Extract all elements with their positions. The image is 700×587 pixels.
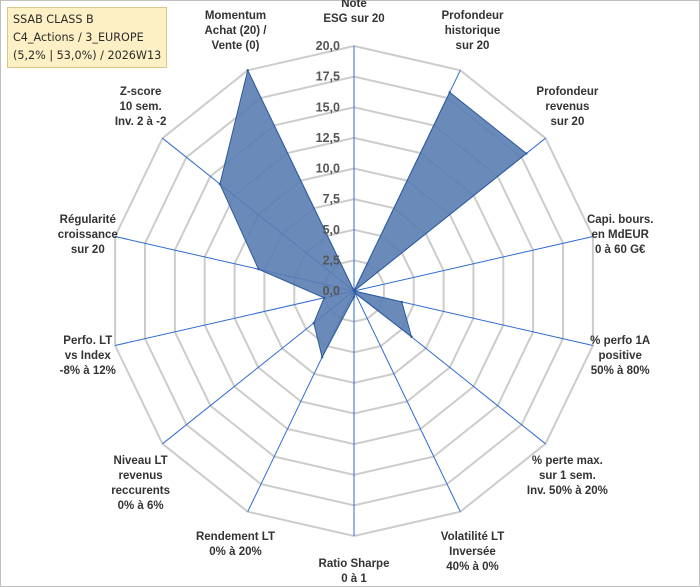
axis-spoke: [353, 290, 461, 512]
axis-label-line: 50% à 80%: [591, 365, 650, 377]
axis-label-line: ESG sur 20: [323, 13, 384, 25]
tick-label: 20,0: [316, 39, 340, 53]
data-point: [246, 69, 249, 72]
axis-label-line: Profondeur: [442, 10, 504, 22]
axis-label: Capi. bours. en MdEUR 0 à 60 G€: [587, 214, 653, 256]
data-point: [353, 292, 357, 295]
axis-label: Momentum Achat (20) / Vente (0): [205, 10, 268, 52]
axis-label-line: Régularité: [60, 214, 116, 226]
tick-label: 15,0: [316, 100, 340, 114]
axis-label: % perfo 1A positive 50% à 80%: [590, 335, 650, 377]
axis-label: Z-score 10 sem. Inv. 2 à -2: [115, 86, 167, 128]
axis-label-line: Inv. 50% à 20%: [527, 485, 608, 497]
axis-label-line: -8% à 12%: [60, 365, 116, 377]
axis-label-line: positive: [598, 350, 641, 362]
data-point: [257, 268, 260, 271]
axis-label-line: historique: [445, 25, 501, 37]
axis-label-line: % perfo 1A: [590, 335, 650, 347]
axis-label-line: Ratio Sharpe: [319, 558, 390, 570]
axis-label-line: Rendement LT: [196, 531, 275, 543]
tick-label: 2,5: [323, 253, 340, 267]
axis-spoke: [114, 290, 355, 346]
data-point: [525, 152, 528, 155]
data-point: [322, 296, 326, 299]
axis-labels: Note ESG sur 20 Profondeur historique sur 20…: [58, 0, 654, 585]
data-point: [352, 289, 356, 293]
info-title: SSAB CLASS B: [13, 13, 94, 26]
data-point: [400, 300, 403, 304]
axis-spoke: [353, 236, 594, 292]
axis-label-line: Inv. 2 à -2: [115, 116, 167, 128]
axis-label-line: 0% à 6%: [118, 500, 164, 512]
axis-label-line: Capi. bours.: [587, 214, 653, 226]
axis-label-line: 40% à 0%: [446, 561, 498, 573]
tick-label: 10,0: [316, 162, 340, 176]
data-point: [448, 91, 451, 94]
tick-label: 12,5: [316, 131, 340, 145]
axis-label-line: en MdEUR: [591, 229, 649, 241]
info-category: C4_Actions / 3_EUROPE: [13, 31, 144, 44]
info-stats: (5,2% | 53,0%) / 2026W13: [13, 49, 162, 62]
axis-label-line: revenus: [545, 101, 589, 113]
radar-series: [218, 68, 528, 359]
data-point: [320, 356, 324, 359]
axis-label-line: Niveau LT: [114, 455, 168, 467]
axis-label: Volatilité LT Inversée 40% à 0%: [441, 531, 504, 573]
axis-label-line: Perfo. LT: [63, 335, 112, 347]
axis-label: Rendement LT 0% à 20%: [196, 531, 275, 558]
axis-label-line: Vente (0): [212, 40, 260, 52]
axis-label-line: revenus: [119, 470, 163, 482]
axis-label-line: sur 1 sem.: [539, 470, 596, 482]
axis-label-line: Achat (20) /: [205, 25, 268, 37]
axis-label: % perte max. sur 1 sem. Inv. 50% à 20%: [527, 455, 608, 497]
axis-label-line: Volatilité LT: [441, 531, 504, 543]
axis-label: Ratio Sharpe 0 à 1: [319, 558, 390, 585]
axis-label-line: 0% à 20%: [209, 546, 261, 558]
axis-label: Perfo. LT vs Index -8% à 12%: [60, 335, 116, 377]
axis-label-line: Momentum: [205, 10, 266, 22]
axis-label-line: Note: [341, 0, 367, 10]
tick-label: 7,5: [323, 192, 340, 206]
axis-label-line: reccurents: [111, 485, 170, 497]
axis-label-line: sur 20: [71, 244, 105, 256]
info-box: SSAB CLASS B C4_Actions / 3_EUROPE (5,2%…: [7, 7, 167, 68]
tick-label: 5,0: [323, 223, 340, 237]
axis-label: Profondeur revenus sur 20: [536, 86, 598, 128]
axis-label-line: 0 à 1: [341, 573, 367, 585]
axis-label-line: Profondeur: [536, 86, 598, 98]
axis-label-line: 10 sem.: [119, 101, 161, 113]
data-point: [312, 321, 315, 325]
axis-label-line: Inversée: [449, 546, 496, 558]
axis-label-line: 0 à 60 G€: [595, 244, 646, 256]
radial-tick-labels: 0,0 2,5 5,0 7,5 10,0 12,5 15,0 17,5 20,0: [316, 39, 340, 298]
axis-label-line: sur 20: [550, 116, 584, 128]
axis-label-line: % perte max.: [532, 455, 603, 467]
axis-label-line: Z-score: [120, 86, 162, 98]
data-point: [352, 295, 356, 299]
axis-label-line: sur 20: [456, 40, 490, 52]
axis-label-line: croissance: [58, 229, 118, 241]
axis-label: Profondeur historique sur 20: [442, 10, 504, 52]
axis-label-line: vs Index: [65, 350, 112, 362]
data-point: [218, 182, 222, 186]
data-point: [410, 335, 413, 338]
tick-label: 0,0: [323, 284, 340, 298]
axis-label: Note ESG sur 20: [323, 0, 384, 25]
tick-label: 17,5: [316, 70, 340, 84]
axis-label: Régularité croissance sur 20: [58, 214, 118, 256]
axis-label: Niveau LT revenus reccurents 0% à 6%: [111, 455, 170, 512]
